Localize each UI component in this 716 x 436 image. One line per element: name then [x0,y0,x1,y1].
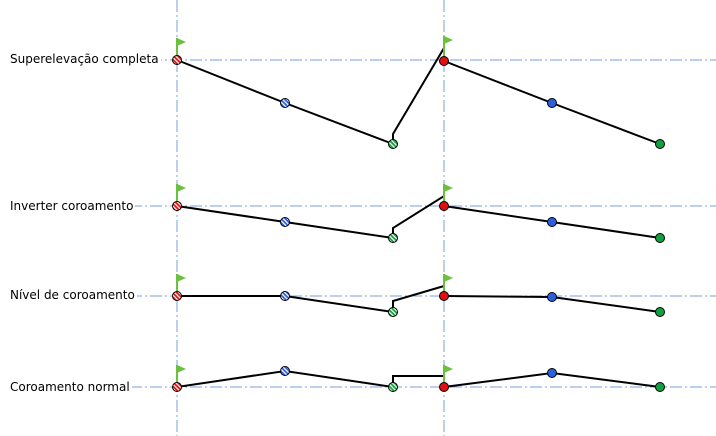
flag-icon [177,365,186,373]
hatched-point-blue [280,217,290,227]
solid-point-blue [547,217,557,227]
hatched-point-green [388,139,398,149]
solid-point-red [439,201,449,211]
solid-point-green [655,139,665,149]
solid-point-red [439,382,449,392]
hatched-point-red [172,382,182,392]
hatched-point-red [172,201,182,211]
hatched-point-blue [280,366,290,376]
hatched-point-blue [280,98,290,108]
profile-connector [392,47,445,144]
hatched-point-red [172,55,182,65]
flag-icon [444,274,453,282]
solid-point-blue [547,368,557,378]
row-label-full-superelevation: Superelevação completa [10,52,161,66]
row-label-level-crown: Nível de coroamento [10,288,137,302]
flag-icon [444,36,453,44]
flag-icon [177,184,186,192]
flag-icon [177,38,186,46]
hatched-point-green [388,382,398,392]
profile-connector [392,375,445,387]
flag-icon [444,184,453,192]
solid-point-green [655,233,665,243]
solid-point-green [655,307,665,317]
profile-connector [392,284,445,312]
row-label-reverse-crown: Inverter coroamento [10,199,136,213]
flag-icon [444,365,453,373]
hatched-point-green [388,233,398,243]
flag-icon [177,274,186,282]
solid-point-blue [547,98,557,108]
profile-connector [392,194,445,238]
hatched-point-green [388,307,398,317]
solid-point-red [439,56,449,66]
hatched-point-red [172,291,182,301]
solid-point-blue [547,292,557,302]
solid-point-red [439,291,449,301]
solid-point-green [655,382,665,392]
row-label-normal-crown: Coroamento normal [10,380,132,394]
hatched-point-blue [280,291,290,301]
